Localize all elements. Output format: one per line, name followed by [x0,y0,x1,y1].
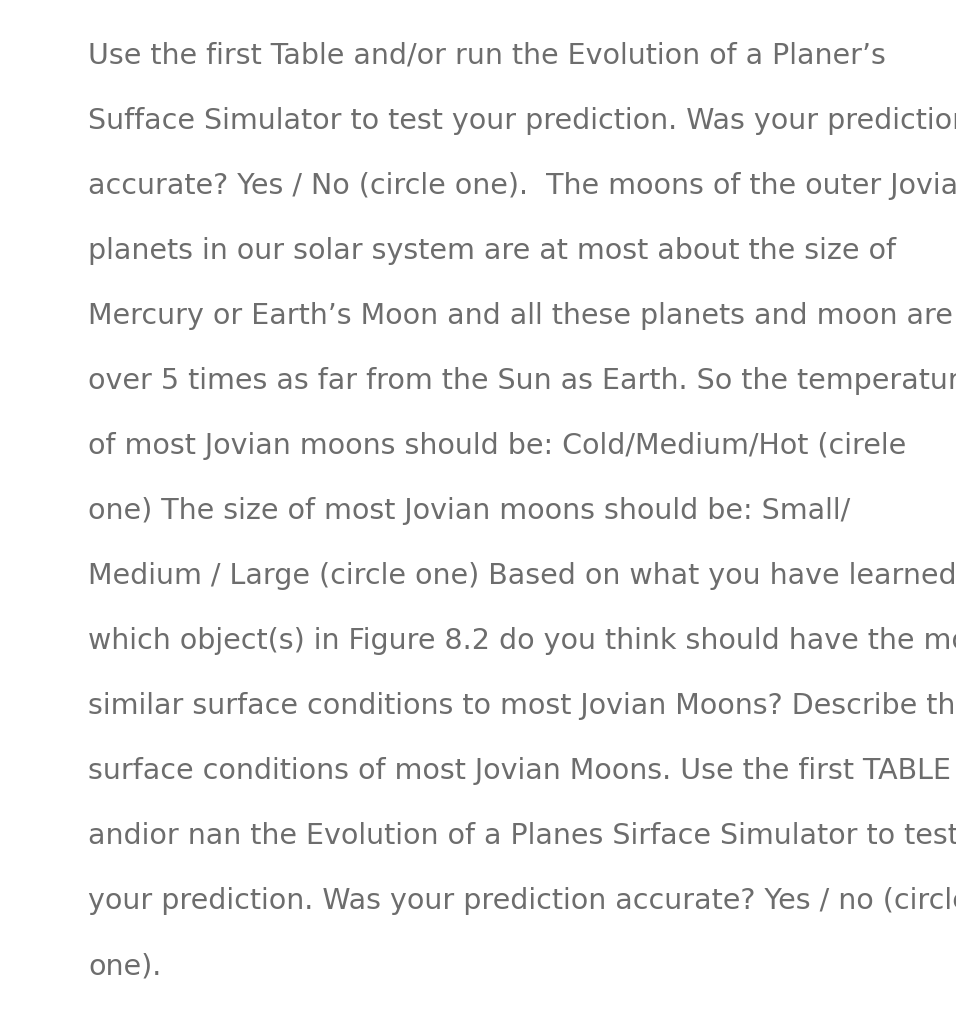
Text: Mercury or Earth’s Moon and all these planets and moon are: Mercury or Earth’s Moon and all these pl… [88,302,953,330]
Text: of most Jovian moons should be: Cold/Medium/Hot (cirele: of most Jovian moons should be: Cold/Med… [88,432,906,460]
Text: similar surface conditions to most Jovian Moons? Describe the: similar surface conditions to most Jovia… [88,692,956,720]
Text: Use the first Table and/or run the Evolution of a Planer’s: Use the first Table and/or run the Evolu… [88,42,886,70]
Text: your prediction. Was your prediction accurate? Yes / no (circle: your prediction. Was your prediction acc… [88,887,956,915]
Text: Medium / Large (circle one) Based on what you have learned,: Medium / Large (circle one) Based on wha… [88,562,956,590]
Text: accurate? Yes / No (circle one).  The moons of the outer Jovian: accurate? Yes / No (circle one). The moo… [88,172,956,200]
Text: one).: one). [88,952,162,980]
Text: one) The size of most Jovian moons should be: Small/: one) The size of most Jovian moons shoul… [88,497,850,525]
Text: Sufface Simulator to test your prediction. Was your prediction: Sufface Simulator to test your predictio… [88,107,956,135]
Text: andior nan the Evolution of a Planes Sirface Simulator to test: andior nan the Evolution of a Planes Sir… [88,822,956,850]
Text: surface conditions of most Jovian Moons. Use the first TABLE: surface conditions of most Jovian Moons.… [88,757,951,785]
Text: over 5 times as far from the Sun as Earth. So the temperature: over 5 times as far from the Sun as Eart… [88,367,956,395]
Text: planets in our solar system are at most about the size of: planets in our solar system are at most … [88,237,896,265]
Text: which object(s) in Figure 8.2 do you think should have the most: which object(s) in Figure 8.2 do you thi… [88,627,956,655]
